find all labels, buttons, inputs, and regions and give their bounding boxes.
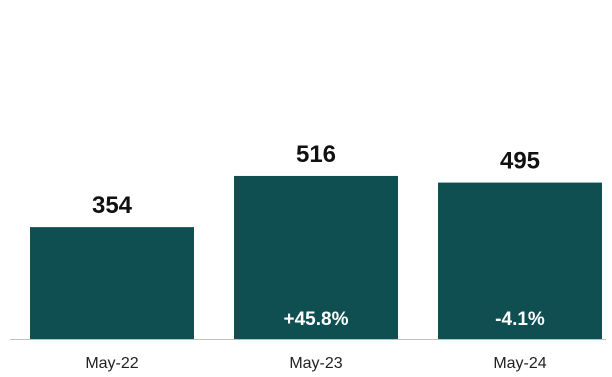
value-label-may-22: 354 xyxy=(92,192,133,219)
change-label-may-24: -4.1% xyxy=(495,309,545,330)
bars-group xyxy=(30,175,602,339)
x-tick-label-may-23: May-23 xyxy=(289,355,342,372)
labels-group: 354 May-22 516 +45.8% May-23 495 -4.1% May-24 xyxy=(85,141,546,372)
x-tick-label-may-22: May-22 xyxy=(85,355,138,372)
value-label-may-24: 495 xyxy=(500,148,540,175)
x-tick-label-may-24: May-24 xyxy=(493,355,546,372)
value-label-may-23: 516 xyxy=(296,141,336,168)
bar-may-22 xyxy=(30,227,194,339)
bar-may-24 xyxy=(438,182,602,339)
bar-may-23 xyxy=(234,175,398,339)
change-label-may-23: +45.8% xyxy=(284,309,349,330)
